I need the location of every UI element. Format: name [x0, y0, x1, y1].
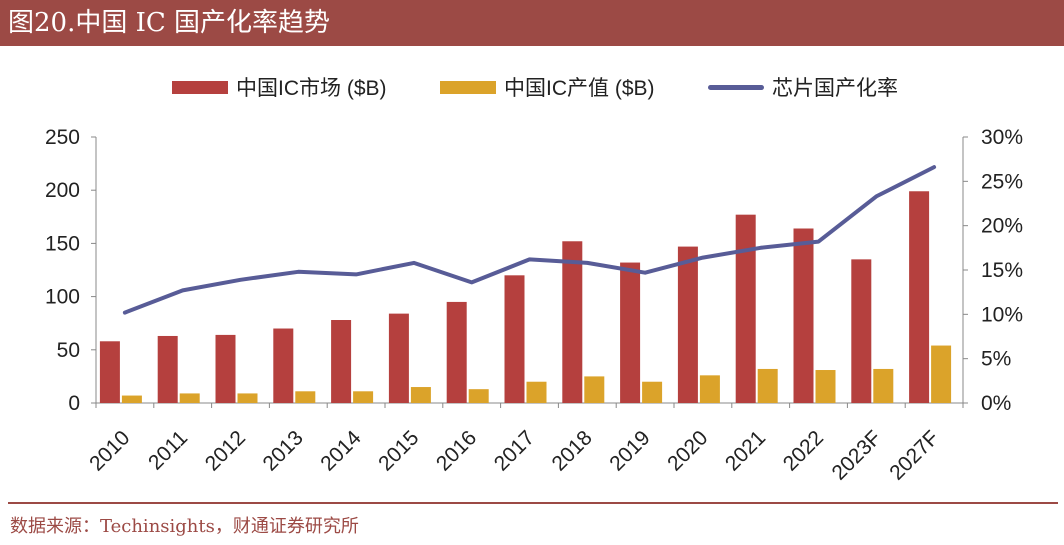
point-rate-2018	[585, 261, 589, 265]
bar-market-2011	[157, 335, 178, 403]
left-axis-tick-label: 200	[45, 179, 80, 202]
x-axis-tick-label: 2020	[663, 426, 712, 475]
x-axis-tick-label: 2011	[144, 426, 192, 474]
x-axis-tick-label: 2015	[374, 426, 423, 475]
bar-output-2027F	[931, 345, 952, 403]
bar-output-2023F	[873, 368, 894, 403]
point-rate-2022	[817, 240, 820, 244]
bar-output-2013	[295, 391, 316, 403]
point-rate-2023F	[874, 194, 878, 198]
x-axis-tick-label: 2014	[316, 426, 366, 476]
bar-market-2027F	[909, 191, 930, 403]
left-axis-tick-label: 250	[45, 126, 80, 149]
x-axis-tick-label: 2022	[779, 426, 828, 475]
bar-market-2021	[735, 214, 756, 403]
bar-output-2010	[121, 395, 142, 403]
x-axis-tick-label: 2012	[201, 426, 250, 475]
x-axis-tick-label: 2010	[85, 426, 134, 475]
bar-market-2012	[215, 334, 236, 403]
point-rate-2019	[643, 271, 647, 275]
left-axis-tick-label: 0	[68, 392, 80, 415]
legend-label-market: 中国IC市场 ($B)	[236, 77, 387, 100]
x-axis-tick-label: 2018	[548, 426, 597, 475]
right-axis-tick-label: 15%	[981, 259, 1023, 282]
bar-output-2020	[699, 375, 720, 403]
figure-title: 图20.中国 IC 国产化率趋势	[0, 0, 1064, 46]
point-rate-2021	[759, 246, 763, 250]
legend-label-output: 中国IC产值 ($B)	[504, 77, 655, 100]
right-axis-tick-label: 5%	[981, 348, 1011, 371]
x-axis-tick-label: 2027F	[885, 426, 943, 484]
point-rate-2011	[181, 288, 185, 292]
legend-swatch-market	[172, 80, 228, 94]
footer-divider	[8, 502, 1058, 504]
right-axis-tick-label: 25%	[981, 170, 1023, 193]
point-rate-2020	[701, 256, 705, 260]
point-rate-2017	[528, 257, 531, 261]
bar-output-2017	[526, 381, 547, 403]
bar-market-2019	[620, 262, 641, 403]
legend-item-market: 中国IC市场 ($B)	[172, 72, 387, 102]
point-rate-2015	[412, 261, 416, 265]
bar-output-2012	[237, 393, 258, 403]
right-axis-tick-label: 30%	[981, 126, 1023, 149]
bar-market-2015	[388, 313, 409, 403]
bar-output-2021	[757, 368, 778, 403]
x-axis-tick-label: 2023F	[827, 426, 885, 484]
point-rate-2013	[296, 270, 300, 274]
bar-market-2018	[562, 241, 583, 403]
bar-output-2011	[179, 393, 200, 403]
bar-output-2019	[642, 381, 663, 403]
source-note: 数据来源：Techinsights，财通证券研究所	[10, 516, 359, 537]
right-axis-tick-label: 0%	[981, 392, 1011, 415]
left-axis-tick-label: 50	[57, 339, 80, 362]
right-axis-tick-label: 20%	[981, 215, 1023, 238]
x-axis-tick-label: 2017	[490, 426, 539, 475]
bar-output-2014	[353, 391, 374, 403]
bar-market-2016	[446, 301, 467, 403]
legend-swatch-rate	[708, 84, 764, 90]
point-rate-2012	[239, 278, 242, 282]
bar-market-2020	[677, 246, 698, 403]
bar-market-2013	[273, 328, 294, 403]
bar-market-2010	[99, 341, 120, 403]
bar-output-2022	[815, 370, 836, 403]
bar-output-2015	[410, 387, 431, 403]
left-axis-tick-label: 150	[45, 232, 80, 255]
point-rate-2010	[123, 311, 127, 315]
bar-market-2014	[331, 320, 352, 403]
x-axis-tick-label: 2021	[721, 426, 770, 475]
x-axis-tick-label: 2013	[259, 426, 308, 475]
legend-swatch-output	[440, 80, 496, 94]
legend-item-output: 中国IC产值 ($B)	[440, 72, 655, 102]
bar-market-2017	[504, 275, 525, 403]
point-rate-2014	[354, 272, 358, 276]
x-axis-tick-label: 2019	[605, 426, 654, 475]
point-rate-2016	[470, 280, 474, 284]
legend-label-rate: 芯片国产化率	[772, 77, 898, 100]
right-axis-tick-label: 10%	[981, 303, 1023, 326]
x-axis-tick-label: 2016	[432, 426, 481, 475]
bar-output-2018	[584, 376, 605, 403]
bar-output-2016	[468, 389, 489, 403]
point-rate-2027F	[932, 165, 936, 169]
chart-legend: 中国IC市场 ($B) 中国IC产值 ($B) 芯片国产化率	[0, 72, 1064, 102]
bar-market-2023F	[851, 259, 872, 403]
left-axis-tick-label: 100	[45, 286, 80, 309]
bar-market-2022	[793, 228, 814, 403]
legend-item-rate: 芯片国产化率	[708, 72, 898, 102]
